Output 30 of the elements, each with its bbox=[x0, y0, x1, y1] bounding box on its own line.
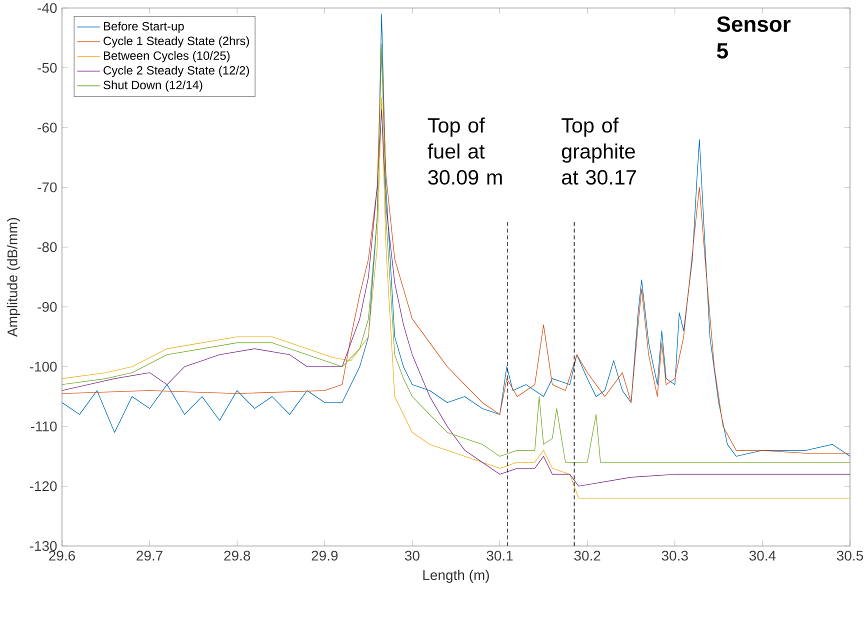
legend-label: Shut Down (12/14) bbox=[104, 80, 202, 92]
x-tick-label: 29.8 bbox=[224, 550, 250, 561]
x-tick-label: 30.3 bbox=[662, 550, 688, 561]
legend-label: Cycle 1 Steady State (2hrs) bbox=[104, 36, 249, 48]
legend-label: Cycle 2 Steady State (12/2) bbox=[104, 66, 249, 77]
y-axis-title: Amplitude (dB/mm) bbox=[7, 218, 20, 337]
x-axis-title: Length (m) bbox=[423, 570, 489, 583]
y-tick-label: -100 bbox=[30, 362, 57, 372]
x-tick-label: 29.9 bbox=[312, 550, 338, 561]
y-tick-label: -110 bbox=[30, 422, 57, 432]
y-tick-label: -90 bbox=[38, 302, 57, 312]
x-tick-label: 30 bbox=[404, 550, 420, 561]
x-tick-label: 30.1 bbox=[486, 550, 513, 561]
y-tick-label: -70 bbox=[38, 182, 57, 192]
x-tick-label: 30.2 bbox=[574, 550, 600, 561]
ref-line-label: Top of graphite at 30.17 bbox=[562, 117, 636, 185]
x-tick-label: 29.6 bbox=[49, 550, 76, 561]
x-tick-label: 30.4 bbox=[749, 550, 776, 561]
text: Sensor 5 bbox=[716, 16, 791, 59]
y-tick-label: -50 bbox=[38, 62, 57, 73]
ref-line-label: Top of fuel at 30.09 m bbox=[428, 117, 502, 185]
y-tick-label: -60 bbox=[38, 122, 57, 133]
y-tick-label: -40 bbox=[38, 3, 57, 13]
y-tick-label: -80 bbox=[38, 242, 57, 252]
legend-label: Before Start-up bbox=[104, 22, 184, 33]
x-tick-label: 29.7 bbox=[136, 550, 162, 561]
y-tick-label: -130 bbox=[30, 541, 57, 551]
x-tick-label: 30.5 bbox=[836, 550, 864, 561]
legend-label: Between Cycles (10/25) bbox=[104, 51, 230, 62]
y-tick-label: -120 bbox=[30, 481, 57, 492]
